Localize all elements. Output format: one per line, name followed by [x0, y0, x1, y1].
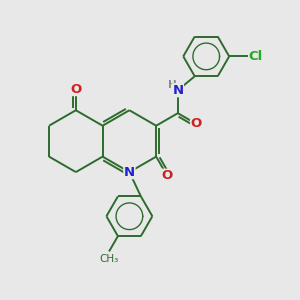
- Text: N: N: [124, 166, 135, 178]
- Text: CH₃: CH₃: [99, 254, 119, 264]
- Text: O: O: [162, 169, 173, 182]
- Text: O: O: [190, 117, 202, 130]
- Text: H: H: [168, 80, 177, 90]
- Text: O: O: [70, 82, 82, 95]
- Text: N: N: [172, 84, 183, 97]
- Text: Cl: Cl: [249, 50, 263, 63]
